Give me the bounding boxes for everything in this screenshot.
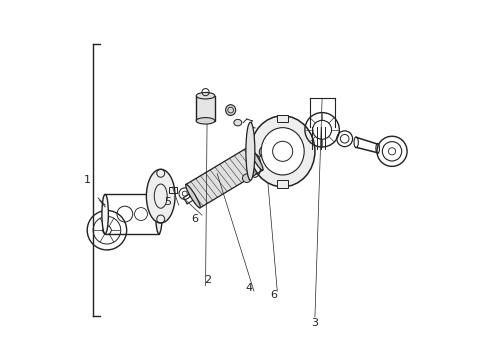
Text: 3: 3 [312,319,318,328]
Bar [277,115,288,122]
Circle shape [243,174,251,183]
Bar [169,187,176,193]
Ellipse shape [250,116,315,187]
Ellipse shape [186,184,200,208]
Ellipse shape [225,105,236,116]
Text: 5: 5 [165,197,172,207]
Ellipse shape [248,147,263,170]
Text: 6: 6 [191,215,198,224]
Ellipse shape [246,122,255,180]
Ellipse shape [261,128,304,175]
Ellipse shape [147,169,175,223]
Ellipse shape [234,120,242,126]
Text: 4: 4 [245,283,252,293]
Ellipse shape [196,118,215,124]
Text: 2: 2 [204,275,211,285]
Ellipse shape [102,194,108,234]
Bar [277,180,288,188]
Bar [196,96,215,121]
Bar [105,194,159,234]
Polygon shape [186,147,263,208]
Text: 6: 6 [270,290,277,300]
Ellipse shape [196,93,215,99]
Ellipse shape [156,194,162,234]
Text: 1: 1 [84,175,91,185]
